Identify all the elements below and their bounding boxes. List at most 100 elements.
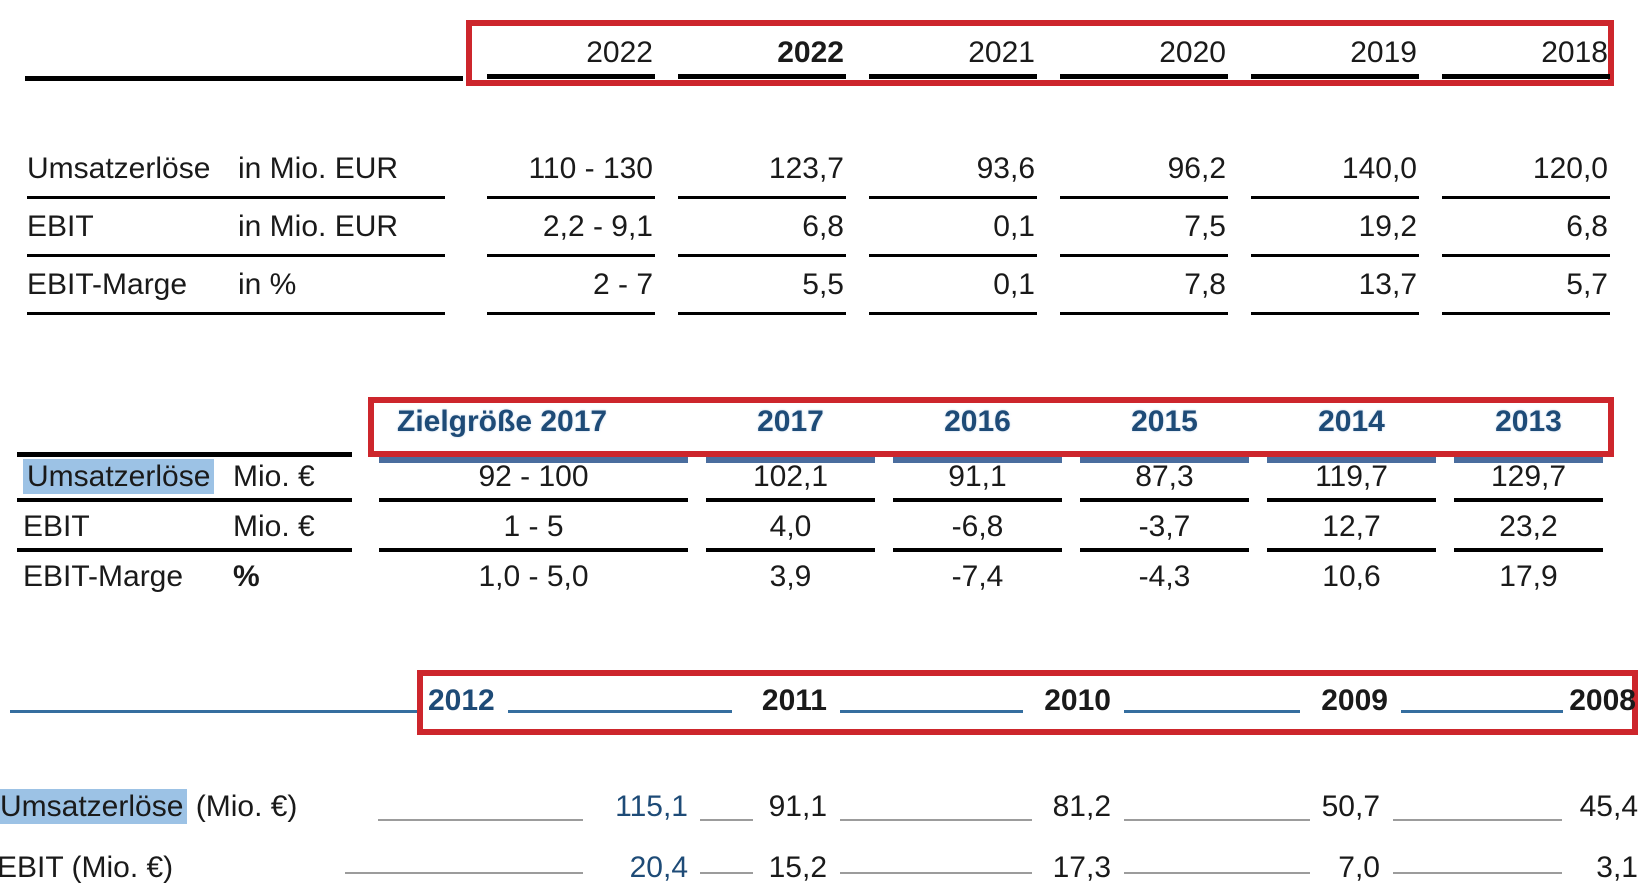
- spacer: [352, 406, 370, 442]
- cell-value: 81,2: [1052, 790, 1111, 823]
- cell-value: 119,7: [1258, 461, 1445, 502]
- leader-line: [840, 819, 1032, 821]
- cell-value: 91,1: [884, 461, 1071, 502]
- spacer: [352, 561, 370, 597]
- t2-year: 2014: [1318, 405, 1385, 438]
- row-label: EBIT: [0, 851, 64, 884]
- cell-value: 45,4: [1579, 790, 1638, 823]
- cell-value: 87,3: [1071, 461, 1258, 502]
- leader-line: [700, 819, 753, 821]
- steel-blue-bar: [884, 457, 1071, 463]
- leader-line: [700, 872, 753, 874]
- t2-year: 2015: [1131, 405, 1198, 438]
- cell-value: 2 - 7: [462, 268, 655, 315]
- cell-value: 123,7: [653, 152, 846, 199]
- cell-value: 92 - 100: [370, 461, 697, 502]
- leader-line: [1124, 872, 1310, 874]
- row-label: Umsatzerlöse: [27, 152, 238, 199]
- t1-header-unit-spacer: [238, 36, 462, 72]
- cell-value: 12,7: [1258, 511, 1445, 552]
- steel-blue-bar: [370, 457, 697, 463]
- leader-line: [1393, 872, 1562, 874]
- cell-value: -6,8: [884, 511, 1071, 552]
- row-label: EBIT-Marge: [23, 560, 184, 593]
- cell-value: 110 - 130: [462, 152, 655, 199]
- leader-line: [1393, 819, 1562, 821]
- spacer: [352, 511, 370, 547]
- steel-blue-bar: [1258, 457, 1445, 463]
- row-label: Umsatzerlöse: [17, 459, 233, 502]
- cell-value: 7,0: [1338, 851, 1380, 884]
- t1-row-umsatzerloese: Umsatzerlöse in Mio. EUR 110 - 130 123,7…: [27, 152, 1610, 199]
- cell-value: 129,7: [1445, 461, 1612, 502]
- cell-value: 3,1: [1596, 851, 1638, 884]
- cell-value: 15,2: [768, 851, 827, 884]
- t3-row-label-ebit: EBIT (Mio. €): [0, 851, 173, 885]
- annotation-box-top: [466, 20, 1614, 86]
- cell-value: 10,6: [1322, 560, 1381, 593]
- cell-value: 17,9: [1499, 560, 1558, 593]
- cell-value: 17,3: [1052, 851, 1111, 884]
- annotation-box-middle: [368, 397, 1614, 457]
- cell-value: 20,4: [629, 851, 688, 884]
- t1-year: 2022: [462, 36, 655, 79]
- t1-year: 2019: [1226, 36, 1419, 79]
- t2-year: 2016: [944, 405, 1011, 438]
- t3-header-leader: [508, 710, 732, 713]
- t1-header-rule-left: [25, 76, 463, 81]
- cell-value: 91,1: [768, 790, 827, 823]
- cell-value: 140,0: [1226, 152, 1419, 199]
- t2-top-rule-left: [17, 452, 352, 457]
- t3-header-leader: [840, 710, 1023, 713]
- cell-value: 13,7: [1226, 268, 1419, 315]
- t3-row-label-umsatzerloese: Umsatzerlöse (Mio. €): [0, 789, 298, 824]
- cell-value: 102,1: [697, 461, 884, 502]
- cell-value: 5,7: [1417, 268, 1610, 315]
- steel-blue-bar: [1445, 457, 1612, 463]
- row-label: EBIT-Marge: [27, 268, 238, 315]
- cell-value: 7,8: [1035, 268, 1228, 315]
- t1-header-row: 2022 2022 2021 2020 2019 2018: [27, 36, 1610, 79]
- cell-value: 19,2: [1226, 210, 1419, 257]
- cell-value: 0,1: [844, 210, 1037, 257]
- leader-line: [378, 819, 583, 821]
- t1-year: 2021: [844, 36, 1037, 79]
- t2-header-label-spacer: [17, 406, 233, 442]
- t3-header-leader: [1401, 710, 1563, 713]
- cell-value: 4,0: [697, 511, 884, 552]
- cell-value: -4,3: [1138, 560, 1191, 593]
- steel-blue-bar: [697, 457, 884, 463]
- t1-year: 2020: [1035, 36, 1228, 79]
- cell-value: 3,9: [769, 560, 812, 593]
- row-unit: Mio. €: [233, 461, 352, 502]
- row-unit: in Mio. EUR: [238, 210, 462, 257]
- steel-blue-bar: [1071, 457, 1258, 463]
- cell-value: 120,0: [1417, 152, 1610, 199]
- t2-year: 2013: [1495, 405, 1562, 438]
- cell-value: 115,1: [615, 790, 688, 823]
- t1-year-forecast: 2022: [653, 36, 846, 79]
- t2-header-row: Zielgröße 2017 2017 2016 2015 2014 2013: [17, 406, 1612, 442]
- t2-header-unit-spacer: [233, 406, 352, 442]
- row-unit: in %: [238, 268, 462, 315]
- t1-header-label-spacer: [27, 36, 238, 72]
- row-unit: (Mio. €): [195, 790, 298, 823]
- cell-value: 7,5: [1035, 210, 1228, 257]
- t1-row-ebit: EBIT in Mio. EUR 2,2 - 9,1 6,8 0,1 7,5 1…: [27, 210, 1610, 257]
- row-unit: Mio. €: [233, 511, 352, 552]
- cell-value: 6,8: [653, 210, 846, 257]
- t2-row-umsatzerloese: Umsatzerlöse Mio. € 92 - 100 102,1 91,1 …: [17, 459, 1612, 502]
- cell-value: 93,6: [844, 152, 1037, 199]
- row-label: EBIT: [27, 210, 238, 257]
- row-unit: in Mio. EUR: [238, 152, 462, 199]
- leader-line: [345, 872, 583, 874]
- leader-line: [1124, 819, 1310, 821]
- t3-year: 2008: [1569, 684, 1636, 717]
- row-unit: %: [233, 560, 260, 593]
- t1-year: 2018: [1417, 36, 1610, 79]
- leader-line: [840, 872, 1032, 874]
- cell-value: 0,1: [844, 268, 1037, 315]
- row-label: EBIT: [17, 511, 233, 552]
- t2-header-target: Zielgröße 2017: [397, 405, 608, 438]
